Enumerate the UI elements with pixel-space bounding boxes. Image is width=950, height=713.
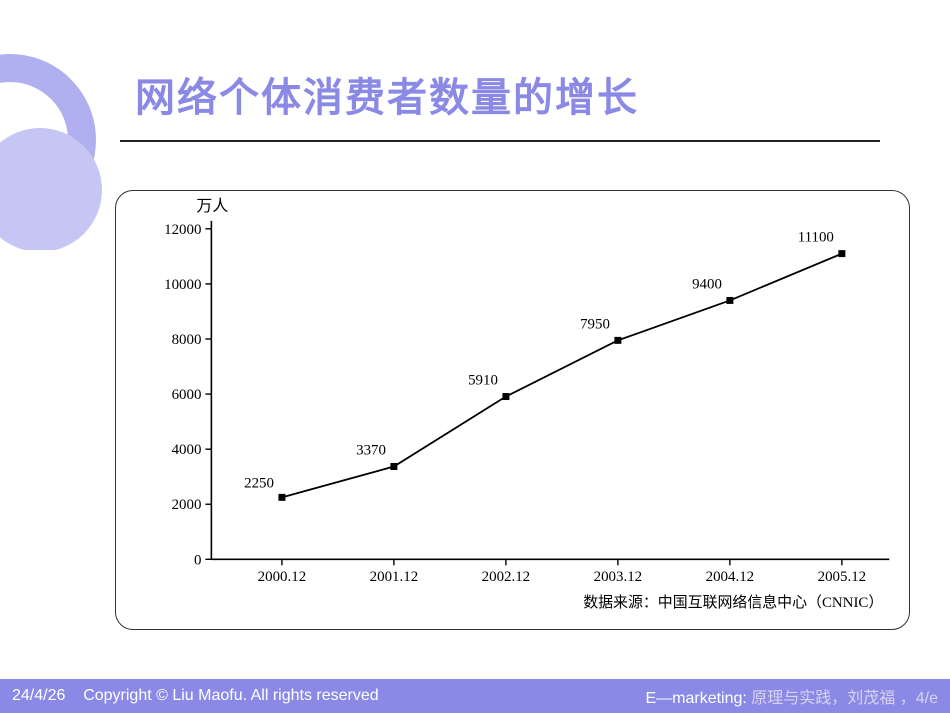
svg-text:10000: 10000	[164, 277, 201, 293]
slide: 网络个体消费者数量的增长 0 2000 4000 6000 8000 10000 12000…	[0, 0, 950, 713]
svg-text:2003.12: 2003.12	[594, 569, 643, 585]
slide-title: 网络个体消费者数量的增长	[135, 65, 639, 123]
decor-circles	[0, 0, 130, 250]
svg-text:2005.12: 2005.12	[818, 569, 867, 585]
footer-right-prefix: E—marketing:	[645, 690, 751, 707]
footer-right: E—marketing: 原理与实践，刘茂福 ，4/e	[645, 684, 938, 708]
svg-text:9400: 9400	[692, 276, 722, 292]
svg-text:万人: 万人	[196, 197, 228, 215]
svg-text:2250: 2250	[244, 475, 274, 491]
svg-text:2002.12: 2002.12	[482, 569, 531, 585]
footer-right-dim: 原理与实践，刘茂福 ，4/e	[751, 690, 938, 707]
title-underline	[120, 140, 880, 142]
footer-left: 24/4/26 Copyright © Liu Maofu. All right…	[12, 687, 379, 705]
svg-text:12000: 12000	[164, 222, 201, 238]
svg-text:2000.12: 2000.12	[258, 569, 306, 585]
footer-date: 24/4/26	[12, 687, 65, 704]
svg-text:2000: 2000	[172, 497, 202, 513]
decor-ring-icon	[0, 68, 82, 212]
chart-svg: 0 2000 4000 6000 8000 10000 12000 万人 2000.12 2001…	[116, 191, 909, 629]
svg-text:数据来源：中国互联网络信息中心（CNNIC）: 数据来源：中国互联网络信息中心（CNNIC）	[583, 594, 883, 611]
growth-chart: 0 2000 4000 6000 8000 10000 12000 万人 2000.12 2001…	[115, 190, 910, 630]
svg-text:4000: 4000	[172, 442, 202, 458]
decor-disc-icon	[0, 128, 102, 250]
svg-text:3370: 3370	[356, 443, 386, 459]
slide-footer: 24/4/26 Copyright © Liu Maofu. All right…	[0, 679, 950, 713]
svg-text:6000: 6000	[172, 387, 202, 403]
svg-text:2004.12: 2004.12	[706, 569, 755, 585]
svg-text:2001.12: 2001.12	[370, 569, 419, 585]
footer-copyright: Copyright © Liu Maofu. All rights reserv…	[83, 687, 378, 704]
svg-text:7950: 7950	[580, 316, 610, 332]
svg-text:8000: 8000	[172, 332, 202, 348]
svg-text:5910: 5910	[468, 373, 498, 389]
svg-text:11100: 11100	[798, 230, 834, 246]
svg-text:0: 0	[194, 552, 201, 568]
